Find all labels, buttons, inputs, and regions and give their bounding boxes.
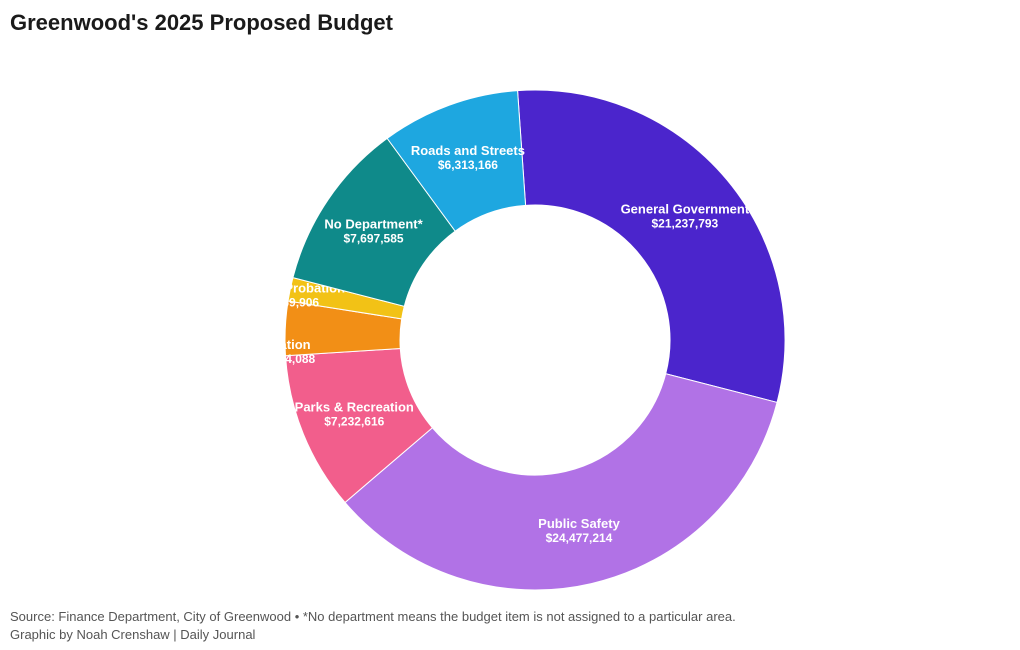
slice-label: Public Safety$24,477,214 [538,516,620,545]
page-title: Greenwood's 2025 Proposed Budget [10,10,393,36]
slice-label: Aviation$2,464,088 [255,337,315,366]
donut-chart: General Government$21,237,793Public Safe… [0,40,1020,600]
footer-source: Source: Finance Department, City of Gree… [10,608,736,626]
slice [518,90,785,402]
chart-footer: Source: Finance Department, City of Gree… [10,608,736,644]
footer-credit: Graphic by Noah Crenshaw | Daily Journal [10,626,736,644]
